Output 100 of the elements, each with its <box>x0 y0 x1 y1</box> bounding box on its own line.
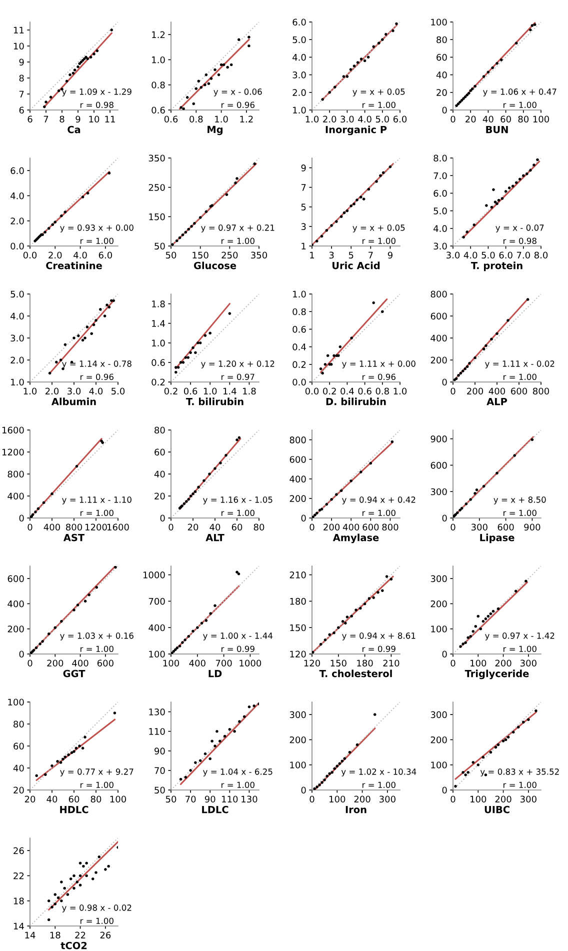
x-tick-label: 4.0 <box>358 116 372 123</box>
x-tick-label: 110 <box>222 796 238 803</box>
x-axis-title: ALT <box>206 534 224 542</box>
annotation: y = 1.11 x - 1.10 <box>62 496 132 504</box>
x-tick-label: 3.0 <box>340 116 354 123</box>
annotation: y = 1.09 x - 1.29 <box>62 88 132 96</box>
y-tick-label: 100 <box>290 762 306 768</box>
y-tick-label: 100 <box>8 698 24 706</box>
y-tick-label: 4.0 <box>292 54 306 61</box>
x-axis-title: HDLC <box>60 806 88 814</box>
x-tick-label: 0 <box>310 796 314 803</box>
x-tick-label: 1.8 <box>243 388 256 395</box>
x-tick-label: 4.0 <box>74 252 87 259</box>
annotation: r = 0.97 <box>222 374 254 380</box>
y-tick-label: 0.0 <box>292 378 306 386</box>
annotation: y = 0.83 x + 35.52 <box>480 768 559 776</box>
annotation: r = 1.00 <box>504 374 536 380</box>
y-tick-label: 0.2 <box>292 361 306 368</box>
y-tick-label: 400 <box>430 334 447 342</box>
x-tick-label: 0 <box>450 524 456 531</box>
x-tick-label: 7.0 <box>516 252 530 259</box>
x-tick-label: 100 <box>163 660 180 667</box>
y-tick-label: 40 <box>154 470 165 478</box>
annotation: y = 1.16 x - 1.05 <box>203 496 272 504</box>
x-tick-label: 1.0 <box>215 116 228 123</box>
x-tick-label: 1 <box>310 252 314 258</box>
x-tick-label: 300 <box>471 524 488 531</box>
x-axis-title: Inorganic P <box>326 126 387 136</box>
x-tick-label: 5 <box>348 252 354 259</box>
x-axis-title: ALP <box>486 398 508 406</box>
x-tick-label: 130 <box>242 796 258 803</box>
x-tick-label: 3 <box>329 252 334 259</box>
y-tick-label: 0 <box>442 786 447 794</box>
x-tick-label: 20 <box>188 524 198 531</box>
y-tick-label: 2.0 <box>292 89 306 96</box>
y-tick-label: 1.0 <box>293 106 306 114</box>
y-tick-label: 4.0 <box>434 225 447 232</box>
y-tick-label: 200 <box>430 600 447 608</box>
x-tick-label: 800 <box>532 388 550 395</box>
y-tick-label: 0.6 <box>152 106 165 114</box>
x-tick-label: 0 <box>450 660 456 667</box>
x-tick-label: 9 <box>388 252 392 259</box>
y-tick-label: 100 <box>431 762 447 768</box>
y-tick-label: 22 <box>14 872 24 880</box>
y-tick-label: 11 <box>14 26 24 34</box>
x-tick-label: 600 <box>498 524 514 531</box>
y-tick-label: 1.4 <box>152 320 165 327</box>
x-axis-title: T. bilirubin <box>186 398 244 406</box>
y-tick-label: 300 <box>290 711 306 718</box>
y-tick-label: 400 <box>148 624 165 632</box>
y-tick-label: 0 <box>19 650 24 658</box>
x-tick-label: 60 <box>232 524 242 531</box>
x-axis-title: BUN <box>486 126 508 134</box>
y-tick-label: 800 <box>290 436 306 444</box>
y-tick-label: 60 <box>436 54 447 61</box>
x-tick-label: 0 <box>28 660 32 667</box>
y-tick-label: 3 <box>301 223 306 230</box>
y-tick-label: 2.0 <box>10 218 24 224</box>
y-tick-label: 200 <box>430 356 447 364</box>
x-tick-label: 40 <box>46 796 58 803</box>
annotation: r = 0.98 <box>504 238 536 244</box>
y-tick-label: 60 <box>14 742 24 750</box>
y-tick-label: 200 <box>290 736 306 744</box>
x-axis-title: T. protein <box>470 262 522 272</box>
annotation: r = 0.98 <box>80 102 114 108</box>
x-tick-label: 20 <box>466 116 476 123</box>
x-tick-label: 2.0 <box>48 252 62 259</box>
annotation: y = 1.00 x - 1.44 <box>203 632 273 640</box>
x-tick-label: 6.0 <box>393 116 407 123</box>
y-tick-label: 400 <box>8 492 24 500</box>
x-tick-label: 60 <box>500 116 511 123</box>
annotation: y = x + 0.05 <box>352 224 405 232</box>
x-axis-title: D. bilirubin <box>326 398 386 406</box>
x-axis-title: Glucose <box>194 262 236 270</box>
x-tick-label: 6 <box>28 116 32 123</box>
x-axis-title: Iron <box>346 806 366 814</box>
x-tick-label: 400 <box>72 660 88 667</box>
y-tick-label: 40 <box>436 72 447 78</box>
x-tick-label: 40 <box>482 116 494 123</box>
x-axis-title: LDLC <box>202 806 228 814</box>
x-tick-label: 210 <box>383 660 400 667</box>
x-tick-label: 6.0 <box>499 252 512 259</box>
annotation: y = 1.20 x + 0.12 <box>201 360 274 368</box>
y-tick-label: 1 <box>302 242 306 250</box>
x-tick-label: 80 <box>518 116 529 123</box>
y-tick-label: 9 <box>301 164 306 172</box>
y-tick-label: 400 <box>290 476 306 482</box>
annotation: r = 0.96 <box>80 374 114 380</box>
y-tick-label: 10 <box>14 42 24 50</box>
x-tick-label: 3.0 <box>68 388 81 395</box>
y-tick-label: 1000 <box>143 572 165 578</box>
x-tick-label: 400 <box>342 524 360 531</box>
x-tick-label: 2.0 <box>323 116 336 123</box>
x-tick-label: 0 <box>168 524 174 531</box>
x-tick-label: 7 <box>44 116 48 122</box>
x-tick-label: 200 <box>495 796 512 803</box>
y-tick-label: 7 <box>19 90 24 98</box>
x-tick-label: 400 <box>189 660 206 667</box>
x-tick-label: 1.0 <box>394 388 407 395</box>
annotation: y = 0.97 x - 1.42 <box>485 632 554 640</box>
